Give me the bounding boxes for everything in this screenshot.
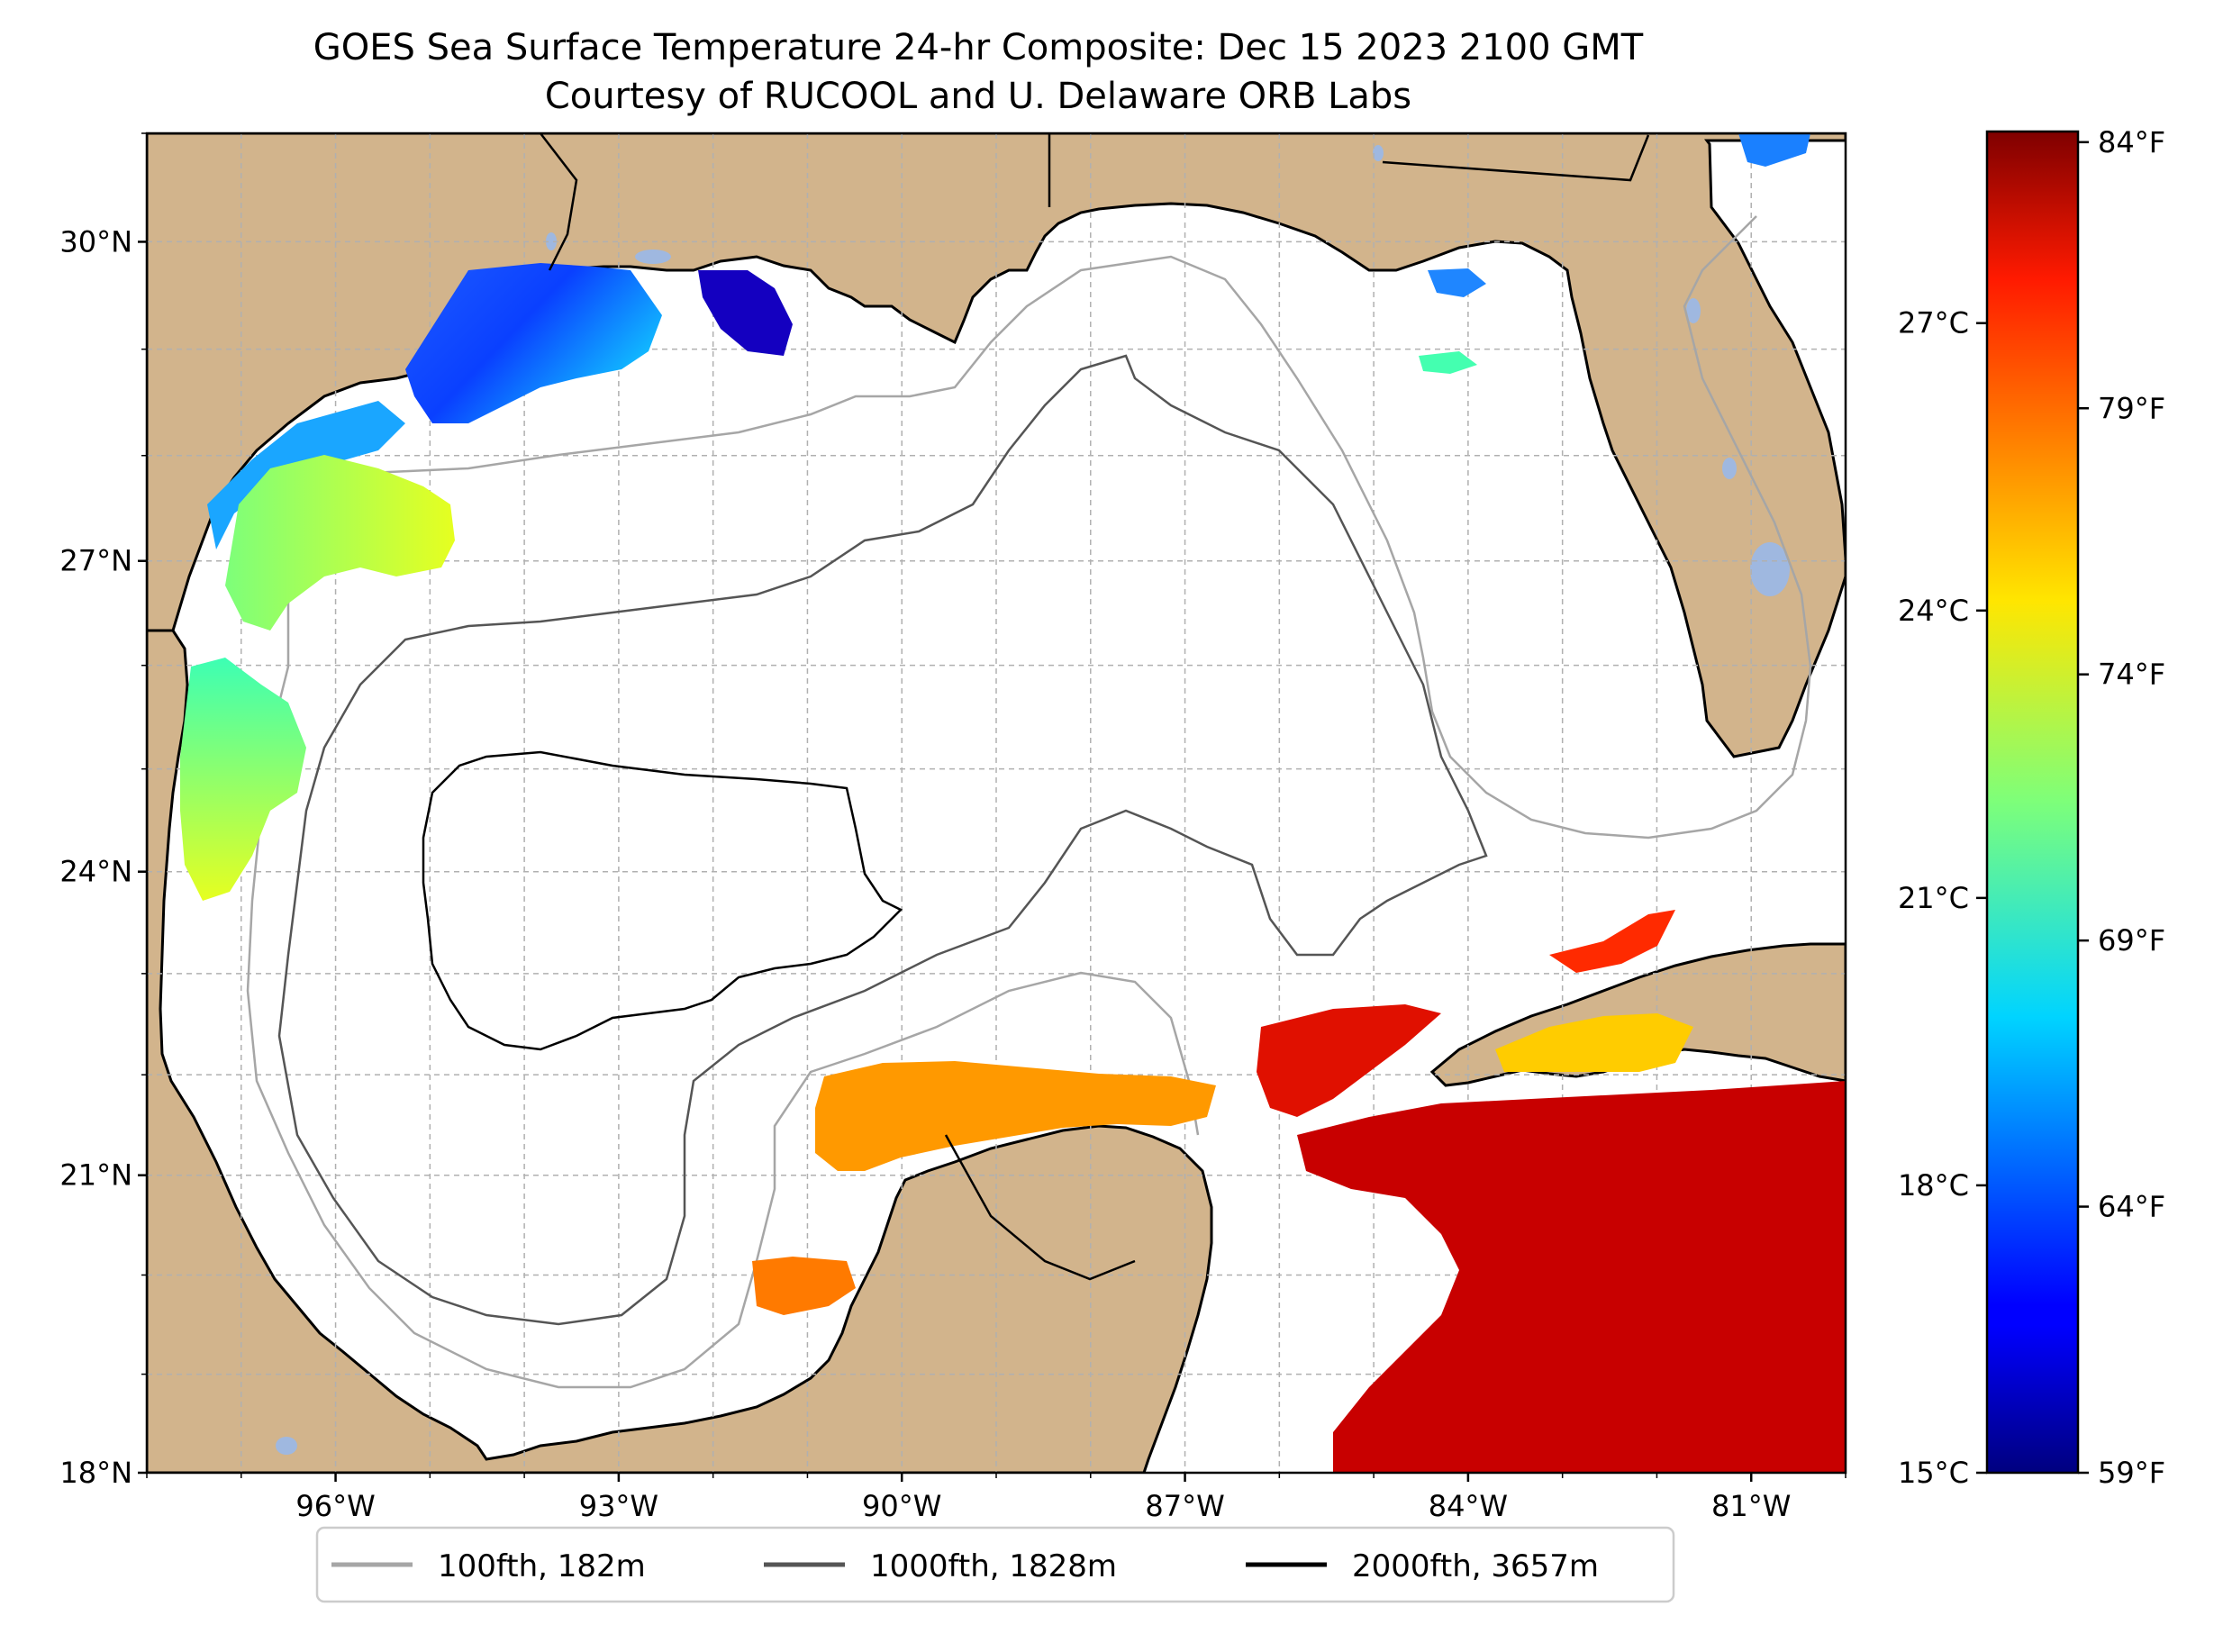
legend-label-1000fth: 1000fth, 1828m xyxy=(870,1548,1117,1584)
fahrenheit-tick-label: 69°F xyxy=(2098,923,2165,958)
contour-1000fth xyxy=(277,354,1488,1326)
colorbar-gradient xyxy=(1985,130,2080,1475)
sst-patches xyxy=(180,133,1846,1473)
lon-tick-label: 84°W xyxy=(1429,1489,1508,1523)
sst-patch-campeche xyxy=(815,1061,1216,1171)
lon-tick-label: 96°W xyxy=(295,1489,375,1523)
legend-label-100fth: 100fth, 182m xyxy=(438,1548,646,1584)
sst-patch-apalachee xyxy=(1419,351,1477,374)
colorbar-celsius-axis: 15°C 18°C 21°C 24°C 27°C xyxy=(1898,306,1987,1490)
lon-tick-label: 90°W xyxy=(862,1489,941,1523)
lon-tick-label: 93°W xyxy=(579,1489,658,1523)
sst-patch-florida-north xyxy=(1738,133,1810,167)
lat-tick-label: 18°N xyxy=(59,1456,132,1490)
sst-patch-mexico-coast xyxy=(180,658,306,901)
fahrenheit-tick-label: 59°F xyxy=(2098,1456,2165,1490)
sst-patch-campeche-south xyxy=(752,1257,856,1315)
celsius-tick-label: 27°C xyxy=(1898,306,1969,340)
legend-label-2000fth: 2000fth, 3657m xyxy=(1352,1548,1599,1584)
lat-tick-label: 24°N xyxy=(59,855,132,889)
sst-patch-big-bend xyxy=(1428,268,1486,297)
celsius-tick-label: 18°C xyxy=(1898,1168,1969,1203)
fahrenheit-tick-label: 74°F xyxy=(2098,658,2165,692)
lat-tick-label: 27°N xyxy=(59,544,132,578)
sst-patch-cuba-north xyxy=(1549,910,1675,973)
lat-tick-label: 30°N xyxy=(59,224,132,259)
fahrenheit-tick-label: 64°F xyxy=(2098,1190,2165,1224)
sst-patch-northwest xyxy=(405,263,662,423)
lon-tick-label: 81°W xyxy=(1711,1489,1791,1523)
lat-tick-label: 21°N xyxy=(59,1158,132,1193)
legend-box xyxy=(315,1526,1675,1603)
chart-subtitle: Courtesy of RUCOOL and U. Delaware ORB L… xyxy=(545,76,1411,117)
fahrenheit-tick-label: 79°F xyxy=(2098,391,2165,425)
sst-patch-caribbean xyxy=(1297,1081,1846,1473)
land-mexico-west xyxy=(147,629,1213,1473)
celsius-tick-label: 24°C xyxy=(1898,594,1969,628)
celsius-tick-label: 21°C xyxy=(1898,881,1969,915)
longitude-axis: 96°W 93°W 90°W 87°W 84°W 81°W xyxy=(146,1473,1847,1523)
sst-patch-cuba-south xyxy=(1495,1013,1693,1072)
map-area: 30°N 27°N 24°N 21°N 18°N 96°W 93°W 90°W 87°W 84°… xyxy=(59,132,1847,1523)
fahrenheit-tick-label: 84°F xyxy=(2098,125,2165,159)
sst-patch-texas-shelf xyxy=(225,455,455,631)
lon-tick-label: 87°W xyxy=(1145,1489,1224,1523)
latitude-axis: 30°N 27°N 24°N 21°N 18°N xyxy=(59,132,147,1490)
legend: 100fth, 182m 1000fth, 1828m 2000fth, 365… xyxy=(315,1526,1675,1603)
chart-title: GOES Sea Surface Temperature 24-hr Compo… xyxy=(313,27,1644,68)
celsius-tick-label: 15°C xyxy=(1898,1456,1969,1490)
contour-2000fth xyxy=(422,750,903,1051)
colorbar-fahrenheit-axis: 59°F 64°F 69°F 74°F 79°F 84°F xyxy=(2078,125,2165,1490)
sst-patch-yucatan-channel xyxy=(1257,1004,1441,1117)
lakes xyxy=(276,145,1790,1455)
colorbar: 15°C 18°C 21°C 24°C 27°C 59°F 64°F 69°F 74°F 79°… xyxy=(1898,125,2165,1490)
sst-patch-louisiana xyxy=(698,270,793,356)
sst-patch-coastal-texas xyxy=(207,401,405,549)
borders xyxy=(540,133,1650,1281)
